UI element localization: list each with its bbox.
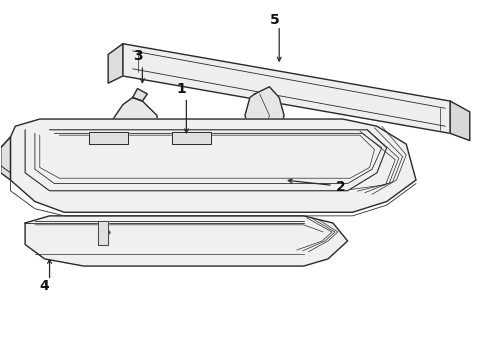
Polygon shape: [260, 134, 314, 191]
Polygon shape: [294, 126, 309, 144]
Text: 3: 3: [133, 49, 142, 63]
Polygon shape: [0, 137, 10, 173]
Polygon shape: [133, 89, 147, 101]
Polygon shape: [98, 221, 108, 244]
Polygon shape: [255, 184, 284, 202]
Polygon shape: [89, 132, 128, 144]
Polygon shape: [25, 216, 347, 266]
Polygon shape: [172, 132, 211, 144]
Text: 2: 2: [335, 180, 345, 194]
Polygon shape: [245, 87, 284, 140]
Polygon shape: [108, 44, 123, 83]
Polygon shape: [103, 134, 143, 158]
Text: 1: 1: [176, 82, 186, 95]
Polygon shape: [10, 119, 416, 212]
Polygon shape: [123, 44, 450, 134]
Text: 4: 4: [40, 279, 49, 293]
Polygon shape: [450, 101, 470, 140]
Polygon shape: [0, 137, 10, 180]
Text: 5: 5: [270, 13, 279, 27]
Polygon shape: [113, 98, 157, 140]
